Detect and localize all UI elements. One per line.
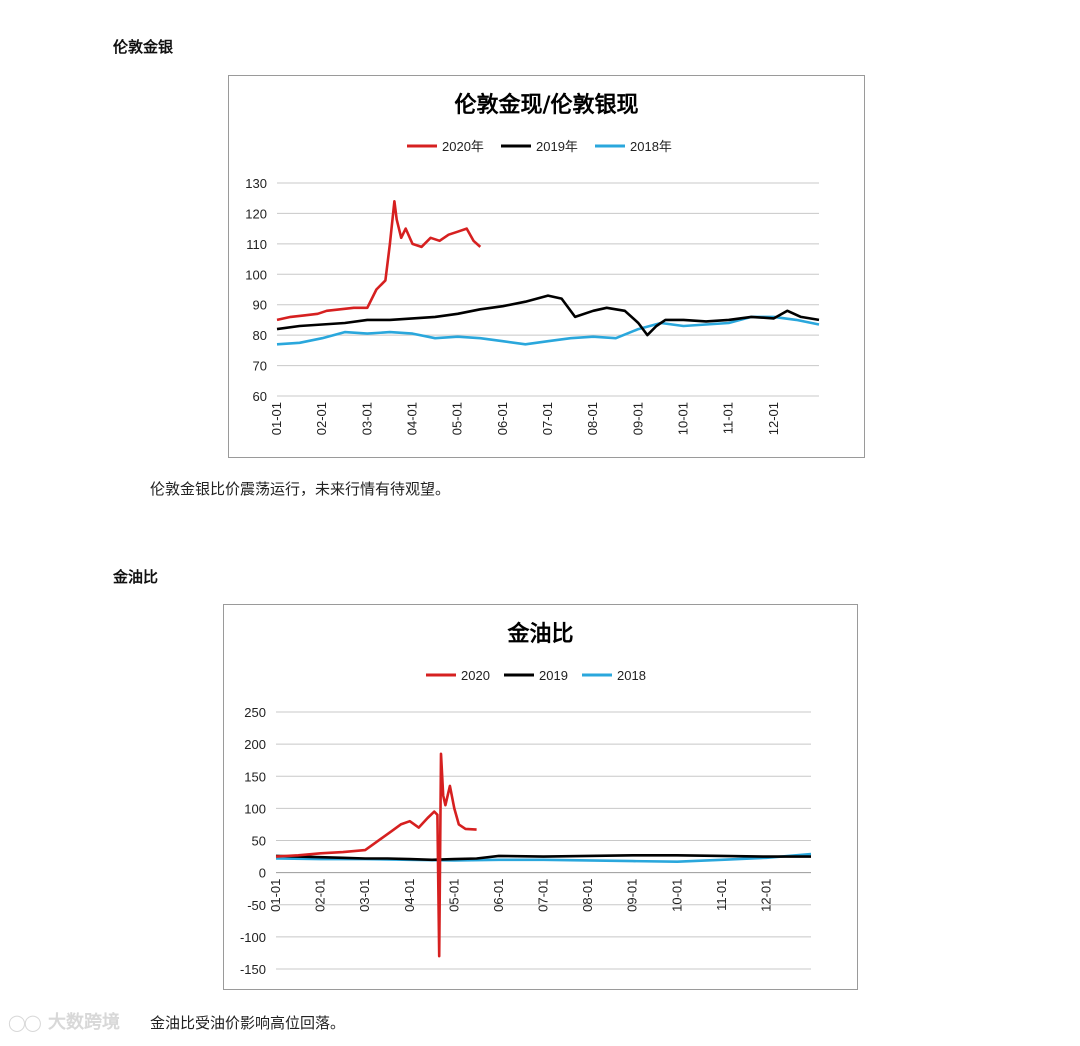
y-tick-label: 100 [245,267,267,282]
watermark-text: 大数跨境 [48,1012,120,1033]
x-tick-label: 06-01 [491,879,506,912]
section-heading-gold-oil: 金油比 [113,568,159,586]
legend-label: 2018年 [630,139,672,154]
gold-oil-chart-svg: 金油比 2020 2019 2018 -150 -100 -50 0 50 100 150 200 25… [240,621,812,977]
x-tick-label: 12-01 [766,402,781,435]
y-tick-label: 100 [244,801,266,816]
y-tick-label: 200 [244,737,266,752]
chart-gold-silver: 伦敦金现/伦敦银现 2020年 2019年 2018年 60 70 80 90 100 110 12… [228,75,865,458]
y-tick-label: 0 [259,866,266,881]
x-tick-label: 11-01 [721,402,736,434]
x-tick-label: 06-01 [495,402,510,435]
x-tick-label: 04-01 [402,879,417,912]
x-tick-label: 11-01 [714,879,729,911]
chart-gold-oil: 金油比 2020 2019 2018 -150 -100 -50 0 50 100 150 200 25… [223,604,858,990]
legend-label: 2020年 [442,139,484,154]
x-tick-label: 09-01 [625,879,640,912]
x-tick-label: 12-01 [758,879,773,912]
y-tick-label: 60 [253,389,267,404]
series-line-2018年 [276,315,820,346]
watermark: ◯◯ 大数跨境 [8,1008,120,1034]
y-tick-label: -50 [247,898,266,913]
series-line-2019 [275,854,811,862]
y-tick-label: 250 [244,705,266,720]
gold-silver-chart-svg: 伦敦金现/伦敦银现 2020年 2019年 2018年 60 70 80 90 100 110 12… [245,92,820,435]
x-tick-label: 01-01 [268,879,283,912]
x-tick-label: 08-01 [585,402,600,435]
x-tick-label: 04-01 [405,402,420,435]
x-tick-label: 02-01 [314,402,329,435]
x-tick-label: 02-01 [313,879,328,912]
legend-label: 2019年 [536,139,578,154]
series-line-2019年 [276,294,820,337]
y-tick-label: 90 [253,298,267,313]
x-tick-label: 09-01 [630,402,645,435]
chart-title: 伦敦金现/伦敦银现 [454,92,638,118]
y-tick-label: -100 [240,930,266,945]
x-tick-label: 08-01 [580,879,595,912]
y-tick-label: 70 [253,359,267,374]
x-tick-label: 05-01 [450,402,465,435]
x-tick-label: 07-01 [540,402,555,435]
series-line-2020年 [276,200,482,322]
y-tick-label: 130 [245,176,267,191]
y-tick-label: -150 [240,962,266,977]
section-heading-gold-silver: 伦敦金银 [113,38,174,56]
caption-gold-oil: 金油比受油价影响高位回落。 [150,1014,346,1032]
x-tick-label: 10-01 [669,879,684,912]
y-tick-label: 110 [246,237,267,252]
logo-icon: ◯◯ [8,1013,42,1032]
x-tick-label: 03-01 [359,402,374,435]
legend-label: 2020 [461,668,490,683]
y-tick-label: 50 [252,834,266,849]
caption-gold-silver: 伦敦金银比价震荡运行，未来行情有待观望。 [150,480,451,498]
series-line-2020 [275,752,477,958]
x-tick-label: 03-01 [357,879,372,912]
y-tick-label: 80 [253,328,267,343]
y-tick-label: 120 [245,206,267,221]
y-tick-label: 150 [244,769,266,784]
x-tick-label: 01-01 [269,402,284,435]
x-tick-label: 07-01 [536,879,551,912]
x-tick-label: 10-01 [676,402,691,435]
x-tick-label: 05-01 [446,879,461,912]
legend-label: 2019 [539,668,568,683]
chart-title: 金油比 [506,621,573,647]
legend-label: 2018 [617,668,646,683]
